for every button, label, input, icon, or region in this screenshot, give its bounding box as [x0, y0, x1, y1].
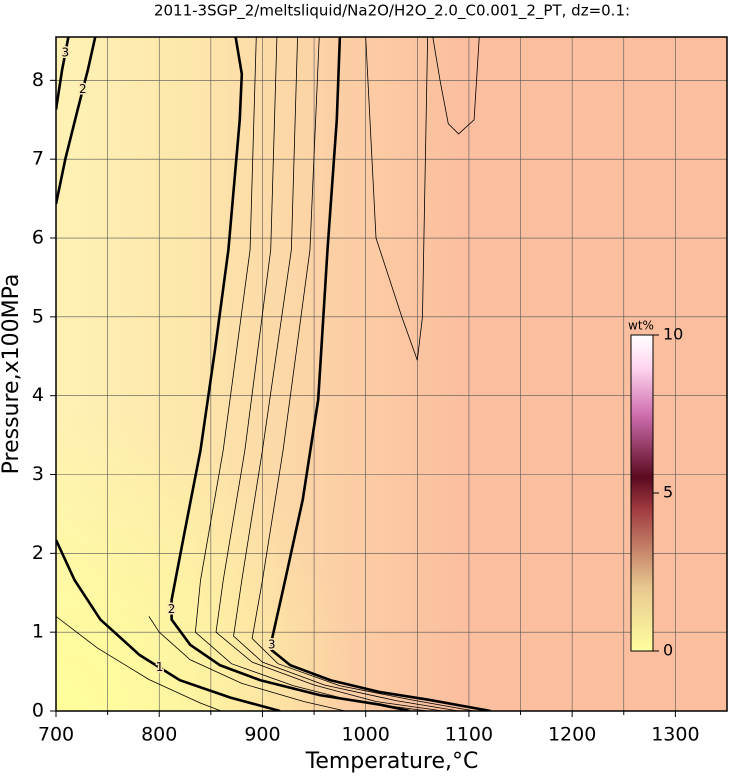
y-tick-label: 1 [32, 621, 44, 643]
x-axis-label: Temperature,°C [305, 749, 479, 774]
colorbar-tick-label: 5 [663, 483, 673, 502]
y-tick-label: 2 [32, 542, 44, 564]
y-tick-label: 6 [32, 227, 44, 249]
x-tick-label: 1000 [342, 724, 390, 746]
contour [56, 616, 222, 711]
contour [365, 37, 429, 361]
colorbar [630, 334, 654, 652]
x-tick-label: 900 [244, 724, 280, 746]
x-tick-label: 700 [38, 724, 74, 746]
major-contour [56, 37, 70, 110]
y-tick-label: 0 [32, 700, 44, 722]
major-contour [56, 539, 281, 711]
y-tick-label: 4 [32, 384, 44, 406]
plot-shading [56, 37, 727, 711]
contour [233, 37, 459, 711]
contour-label: 1 [156, 660, 164, 674]
grid [55, 37, 727, 712]
x-tick-label: 800 [141, 724, 177, 746]
major-contour [270, 37, 491, 711]
contour-label: 2 [168, 602, 176, 616]
contour-label: 3 [268, 638, 276, 652]
y-tick-label: 8 [32, 69, 44, 91]
contour [148, 616, 346, 711]
contour [194, 37, 428, 711]
y-tick-label: 3 [32, 463, 44, 485]
contour [251, 37, 475, 711]
y-tick-label: 5 [32, 305, 44, 327]
contour [215, 37, 444, 711]
x-tick-label: 1200 [548, 724, 596, 746]
contours [56, 37, 491, 711]
contour-labels: 3 2 2 3 1 [60, 44, 277, 675]
plot-frame [55, 36, 728, 712]
contour [432, 37, 480, 135]
chart-title: 2011-3SGP_2/meltsliquid/Na2O/H2O_2.0_C0.… [154, 2, 630, 21]
contour-label: 3 [61, 46, 69, 60]
colorbar-label: wt% [628, 319, 654, 333]
contour-label: 2 [79, 82, 87, 96]
major-contour [170, 37, 411, 711]
x-tick-label: 1100 [445, 724, 493, 746]
colorbar-tick-label: 0 [663, 641, 673, 660]
y-tick-label: 7 [32, 148, 44, 170]
y-axis-label: Pressure,x100MPa [0, 274, 24, 475]
major-contour [56, 37, 97, 205]
x-tick-label: 1300 [651, 724, 699, 746]
colorbar-tick-label: 10 [663, 325, 683, 344]
